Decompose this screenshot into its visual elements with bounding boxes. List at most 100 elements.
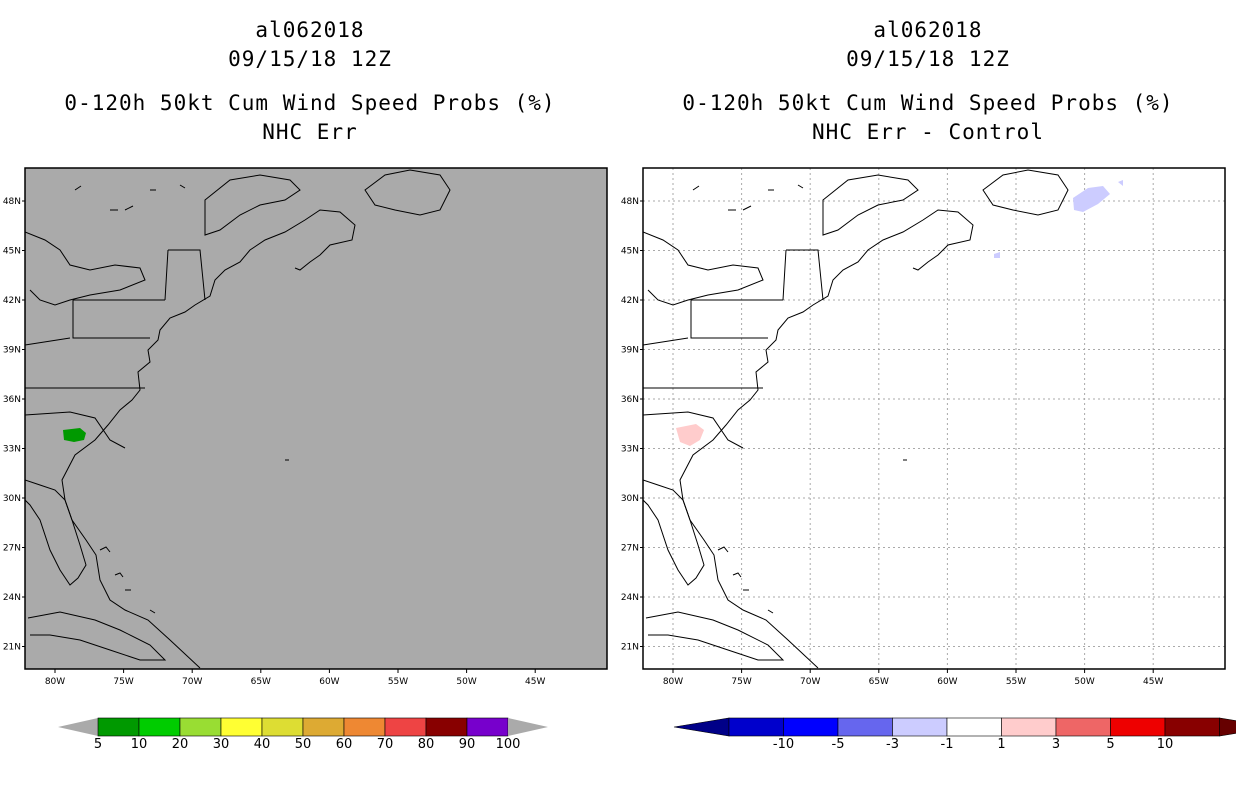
left-probability-blob [63,428,86,442]
right-colorbar-swatch [1110,717,1166,737]
left-subtitle: NHC Err [262,120,358,144]
right-lon-label: 55W [1006,677,1026,687]
right-colorbar-label: 10 [1157,737,1174,752]
left-coastline-newfoundland [364,169,451,216]
right-lat-label: 30N [621,494,639,504]
right-coastline-cuba [645,611,785,661]
left-colorbar-swatch [138,717,181,737]
right-state-borders [643,249,824,449]
right-map-frame [642,167,1226,670]
left-colorbar-swatch [179,717,222,737]
left-lat-label: 27N [3,544,21,554]
right-colorbar-swatch [1001,717,1057,737]
right-gridlines [643,168,1225,669]
left-lat-label: 21N [3,643,21,653]
right-lon-label: 80W [663,677,683,687]
right-negative-diff-blob-1 [1073,186,1110,212]
left-colorbar-label: 20 [172,737,189,752]
left-colorbar-label: 60 [336,737,353,752]
right-map: 48N 45N 42N 39N 36N 33N 30N 27N 24N 21N 80W 75W 70W… [621,167,1236,752]
left-colorbar-label: 80 [418,737,435,752]
left-lon-label: 80W [45,677,65,687]
right-map-background [643,168,1225,669]
left-colorbar-end-low [58,718,98,736]
right-lon-label: 75W [731,677,751,687]
right-lat-label: 36N [621,395,639,405]
left-colorbar-swatch [343,717,386,737]
left-product-title: 0-120h 50kt Cum Wind Speed Probs (%) [64,91,556,115]
left-lon-labels: 80W 75W 70W 65W 60W 55W 50W 45W [45,669,545,687]
left-lat-label: 33N [3,445,21,455]
right-colorbar-label: -3 [886,737,899,752]
left-colorbar-swatch [302,717,345,737]
left-lat-label: 24N [3,593,21,603]
left-colorbar-swatch [425,717,468,737]
right-negative-diff-blob-2 [994,252,1000,258]
right-lat-label: 21N [621,643,639,653]
right-subtitle: NHC Err - Control [812,120,1044,144]
left-colorbar-end-high [508,718,548,736]
right-colorbar-swatch [892,717,948,737]
right-date: 09/15/18 12Z [846,47,1010,71]
right-coastline [679,209,974,669]
left-lat-label: 36N [3,395,21,405]
left-lat-label: 39N [3,346,21,356]
left-colorbar-label: 30 [213,737,230,752]
left-lon-label: 55W [388,677,408,687]
left-coastline-gulf [25,479,87,586]
left-coastline-cuba [27,611,167,661]
right-lat-labels: 48N 45N 42N 39N 36N 33N 30N 27N 24N 21N [621,197,643,653]
left-map-frame [24,167,608,670]
right-lat-label: 45N [621,247,639,257]
left-map-background [25,168,607,669]
left-lat-labels: 48N 45N 42N 39N 36N 33N 30N 27N 24N 21N [3,197,25,653]
right-islands [692,184,907,614]
right-colorbar-swatch [1164,717,1220,737]
right-colorbar-end-low [673,717,730,737]
right-storm-id: al062018 [873,18,983,42]
left-colorbar-swatch [384,717,427,737]
right-colorbar-label: 3 [1052,737,1060,752]
left-lat-label: 45N [3,247,21,257]
left-lon-label: 50W [456,677,476,687]
right-colorbar-swatch [728,717,784,737]
right-colorbar-label: -5 [832,737,845,752]
left-colorbar-label: 50 [295,737,312,752]
left-colorbar-swatch [466,717,509,737]
right-lon-label: 60W [937,677,957,687]
left-coastline-canada [204,174,301,236]
left-lon-label: 45W [525,677,545,687]
left-lon-label: 75W [113,677,133,687]
left-lat-label: 48N [3,197,21,207]
left-colorbar-swatch [261,717,304,737]
right-colorbar-label: -1 [941,737,954,752]
left-lat-label: 42N [3,296,21,306]
left-map: 48N 45N 42N 39N 36N 33N 30N 27N 24N 21N 80W 75W 70W… [3,167,608,752]
right-lat-label: 39N [621,346,639,356]
right-coastline-newfoundland [982,169,1069,216]
right-product-title: 0-120h 50kt Cum Wind Speed Probs (%) [682,91,1174,115]
right-great-lakes [643,231,764,306]
right-lon-label: 50W [1074,677,1094,687]
left-colorbar-label: 10 [131,737,148,752]
left-lon-label: 65W [251,677,271,687]
right-negative-diff-blob-3 [1118,180,1123,186]
left-colorbar-swatch [220,717,263,737]
right-lat-label: 27N [621,544,639,554]
right-lon-labels: 80W 75W 70W 65W 60W 55W 50W 45W [663,669,1163,687]
right-colorbar-label: 5 [1106,737,1114,752]
right-coastline-gulf [643,479,705,586]
right-colorbar-swatch [1055,717,1111,737]
left-lat-label: 30N [3,494,21,504]
left-colorbar-label: 5 [94,737,102,752]
right-colorbar-end-high [1219,717,1236,737]
left-colorbar-label: 100 [496,737,521,752]
right-lat-label: 33N [621,445,639,455]
left-colorbar-swatch [97,717,140,737]
left-storm-id: al062018 [255,18,365,42]
left-islands [74,184,289,614]
right-positive-diff-blob [676,424,704,446]
left-colorbar-label: 90 [459,737,476,752]
left-colorbar-label: 40 [254,737,271,752]
right-colorbar-label: -10 [773,737,794,752]
